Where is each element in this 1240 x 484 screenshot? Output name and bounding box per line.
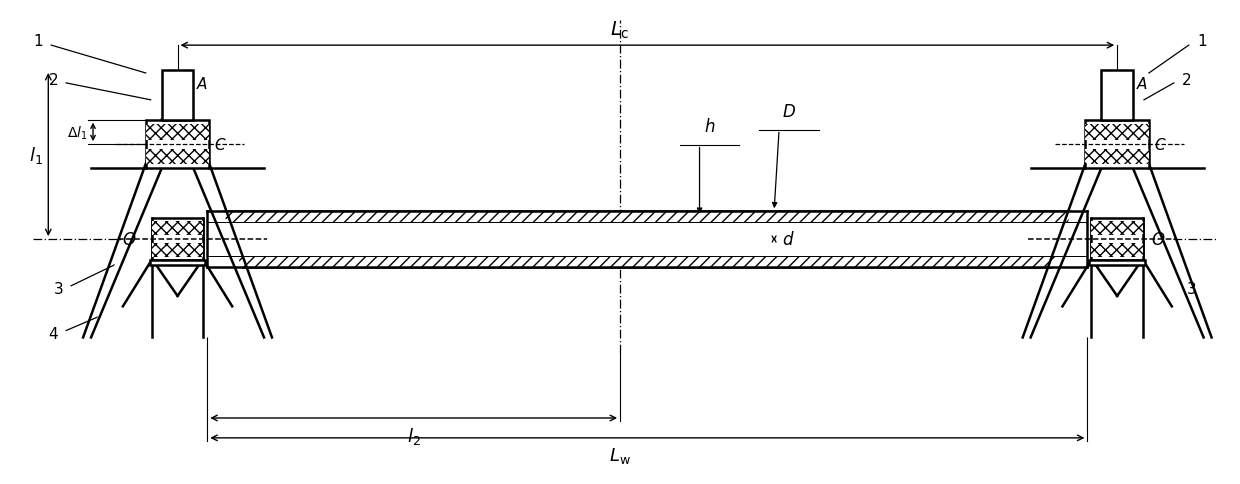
Bar	[1085, 121, 1149, 169]
Bar	[161, 210, 195, 269]
Bar	[146, 124, 210, 140]
Text: $A$: $A$	[196, 76, 208, 92]
Text: 1: 1	[33, 33, 43, 48]
Text: $L_{\mathrm{w}}$: $L_{\mathrm{w}}$	[609, 445, 631, 465]
Bar	[207, 212, 1087, 223]
Text: 1: 1	[1197, 33, 1207, 48]
Bar	[151, 243, 203, 257]
Text: $C$: $C$	[1154, 137, 1167, 153]
Bar	[1085, 124, 1149, 140]
Bar	[1091, 243, 1143, 257]
Text: $L_{\mathrm{c}}$: $L_{\mathrm{c}}$	[610, 20, 630, 41]
Bar	[146, 124, 210, 140]
Text: $D$: $D$	[782, 103, 796, 121]
Bar	[1091, 222, 1143, 236]
Bar	[151, 222, 203, 236]
Bar	[1091, 222, 1143, 236]
Text: 4: 4	[48, 326, 58, 341]
Text: $h$: $h$	[704, 118, 715, 136]
Bar	[1091, 219, 1143, 260]
Text: 3: 3	[53, 282, 63, 297]
Text: $d$: $d$	[782, 230, 795, 248]
Bar	[146, 121, 210, 169]
Bar	[207, 257, 1087, 267]
Text: $A$: $A$	[1136, 76, 1148, 92]
Text: $\Delta l_1$: $\Delta l_1$	[67, 124, 88, 141]
Text: $O$: $O$	[123, 230, 136, 248]
Text: $l_1$: $l_1$	[30, 145, 43, 166]
Polygon shape	[118, 260, 237, 307]
Bar	[1091, 243, 1143, 257]
Bar	[1101, 71, 1133, 121]
Text: 2: 2	[1182, 73, 1192, 88]
Bar	[151, 219, 203, 260]
Bar	[207, 223, 1087, 257]
Bar	[207, 212, 1087, 223]
Text: 2: 2	[48, 73, 58, 88]
Bar	[1089, 260, 1145, 265]
Bar	[1085, 149, 1149, 165]
Polygon shape	[1030, 121, 1204, 338]
Bar	[1100, 210, 1135, 269]
Bar	[207, 257, 1087, 267]
Text: $C$: $C$	[215, 137, 227, 153]
Bar	[151, 222, 203, 236]
Text: $l_2$: $l_2$	[407, 425, 420, 446]
Polygon shape	[1058, 260, 1177, 307]
Bar	[146, 149, 210, 165]
Bar	[146, 149, 210, 165]
Bar	[1085, 124, 1149, 140]
Polygon shape	[91, 121, 264, 338]
Bar	[150, 260, 206, 265]
Text: 3: 3	[1187, 282, 1197, 297]
Text: $O$: $O$	[1151, 230, 1166, 248]
Bar	[151, 243, 203, 257]
Bar	[1085, 149, 1149, 165]
Bar	[161, 71, 193, 121]
